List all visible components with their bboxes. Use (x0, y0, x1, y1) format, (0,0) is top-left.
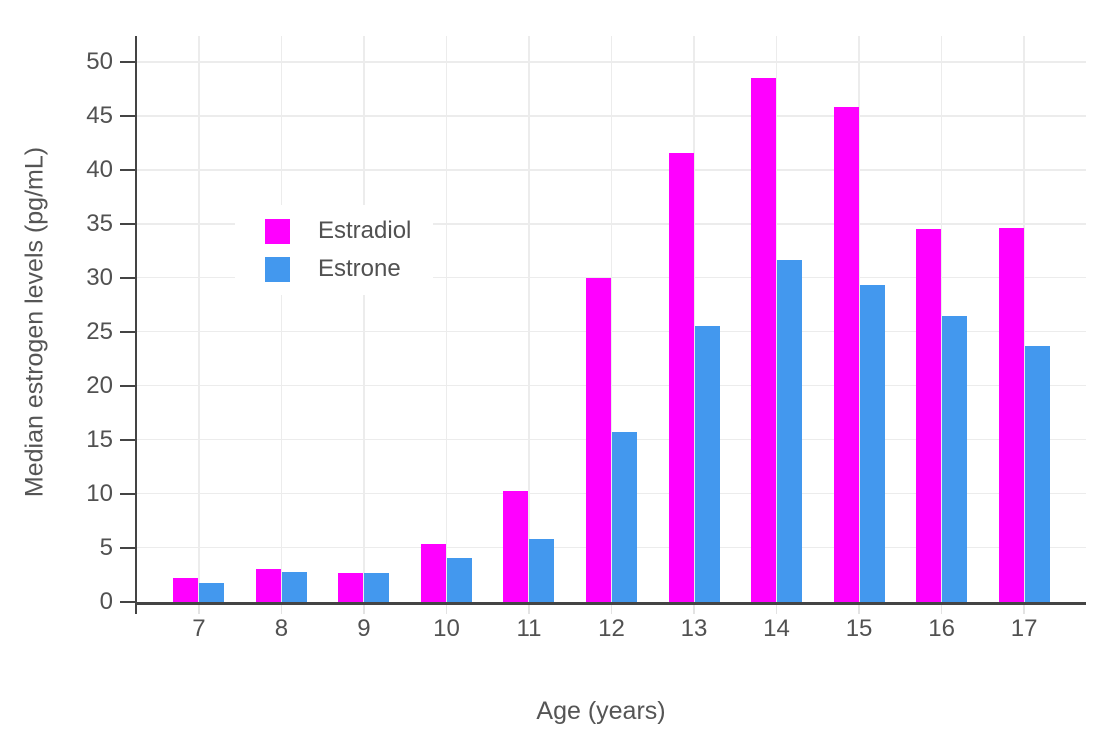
legend-item-estrone[interactable]: Estrone (265, 255, 411, 283)
bar-estradiol-age-15 (833, 107, 859, 602)
bar-estradiol-age-7 (173, 577, 199, 602)
bar-estradiol-age-13 (668, 152, 694, 602)
x-tick-13 (693, 604, 695, 614)
x-tick-label-16: 16 (928, 615, 955, 642)
y-tick-15 (120, 438, 135, 441)
x-tick-label-14: 14 (763, 615, 790, 642)
bar-estrone-age-11 (529, 538, 555, 602)
y-tick-50 (120, 60, 135, 63)
y-tick-label-10: 10 (86, 479, 113, 507)
y-tick-label-20: 20 (86, 371, 113, 399)
bar-estrone-age-7 (199, 583, 225, 602)
bar-estrone-age-17 (1024, 345, 1050, 602)
x-tick-label-10: 10 (433, 615, 460, 642)
y-tick-25 (120, 330, 135, 333)
x-tick-7 (198, 604, 200, 614)
legend: Estradiol Estrone (235, 205, 434, 295)
y-tick-label-0: 0 (99, 587, 113, 615)
v-gridline-age-17 (1023, 36, 1025, 602)
v-gridline-age-9 (363, 36, 365, 602)
y-tick-label-45: 45 (86, 101, 113, 129)
x-tick-12 (610, 604, 613, 614)
x-tick-17 (1023, 604, 1025, 614)
y-tick-35 (120, 222, 135, 225)
x-tick-14 (775, 604, 778, 614)
bar-estradiol-age-8 (255, 569, 281, 602)
y-tick-0 (120, 600, 135, 603)
y-tick-45 (120, 114, 135, 117)
x-tick-label-8: 8 (274, 615, 289, 642)
bar-estradiol-age-14 (751, 78, 777, 602)
y-tick-label-50: 50 (86, 47, 113, 75)
x-axis-title: Age (years) (536, 697, 666, 725)
bar-estradiol-age-10 (420, 544, 446, 602)
y-tick-label-5: 5 (99, 533, 113, 561)
x-tick-label-11: 11 (516, 615, 542, 642)
y-tick-label-30: 30 (86, 263, 113, 291)
x-tick-label-13: 13 (680, 615, 708, 642)
x-tick-label-12: 12 (598, 615, 625, 642)
y-tick-label-15: 15 (86, 425, 113, 453)
x-tick-label-7: 7 (192, 615, 206, 642)
v-gridline-age-8 (280, 36, 283, 602)
y-tick-label-25: 25 (86, 317, 113, 345)
x-tick-label-9: 9 (357, 615, 371, 642)
bar-estradiol-age-11 (503, 491, 529, 602)
bar-estrone-age-16 (942, 315, 968, 602)
x-tick-8 (280, 604, 283, 614)
x-tick-label-15: 15 (845, 615, 873, 642)
v-gridline-age-7 (198, 36, 200, 602)
v-gridline-age-12 (610, 36, 613, 602)
bar-estradiol-age-9 (338, 573, 364, 602)
x-tick-label-17: 17 (1010, 615, 1038, 642)
bar-estrone-age-12 (612, 432, 637, 602)
y-tick-30 (120, 276, 135, 279)
legend-swatch-estradiol-icon (265, 218, 290, 244)
x-tick-15 (858, 604, 860, 614)
y-axis-line-tail (135, 604, 137, 614)
v-gridline-age-16 (940, 36, 943, 602)
plot-area (135, 36, 1086, 605)
x-tick-10 (445, 604, 448, 614)
legend-label-estradiol: Estradiol (318, 217, 412, 244)
y-tick-label-35: 35 (86, 209, 113, 237)
legend-item-estradiol[interactable]: Estradiol (265, 217, 411, 245)
x-tick-11 (528, 604, 530, 614)
bar-estradiol-age-12 (586, 277, 611, 602)
v-gridline-age-14 (775, 36, 778, 602)
bar-estrone-age-14 (777, 260, 803, 602)
bar-estrone-age-15 (859, 285, 885, 602)
v-gridline-age-10 (445, 36, 448, 602)
y-tick-5 (120, 546, 135, 549)
y-tick-10 (120, 492, 135, 495)
x-tick-9 (363, 604, 365, 614)
bar-estrone-age-9 (364, 573, 390, 602)
x-tick-16 (940, 604, 943, 614)
v-gridline-age-15 (858, 36, 860, 602)
y-tick-40 (120, 168, 135, 171)
y-tick-20 (120, 384, 135, 387)
bar-estradiol-age-16 (916, 229, 942, 602)
y-tick-label-40: 40 (86, 155, 113, 183)
legend-swatch-estrone-icon (265, 256, 290, 282)
legend-label-estrone: Estrone (318, 255, 401, 282)
v-gridline-age-11 (528, 36, 530, 602)
bar-estrone-age-8 (281, 572, 307, 602)
bar-estrone-age-10 (446, 558, 472, 602)
bar-estrone-age-13 (694, 326, 720, 602)
bar-estradiol-age-17 (998, 228, 1024, 602)
v-gridline-age-13 (693, 36, 695, 602)
